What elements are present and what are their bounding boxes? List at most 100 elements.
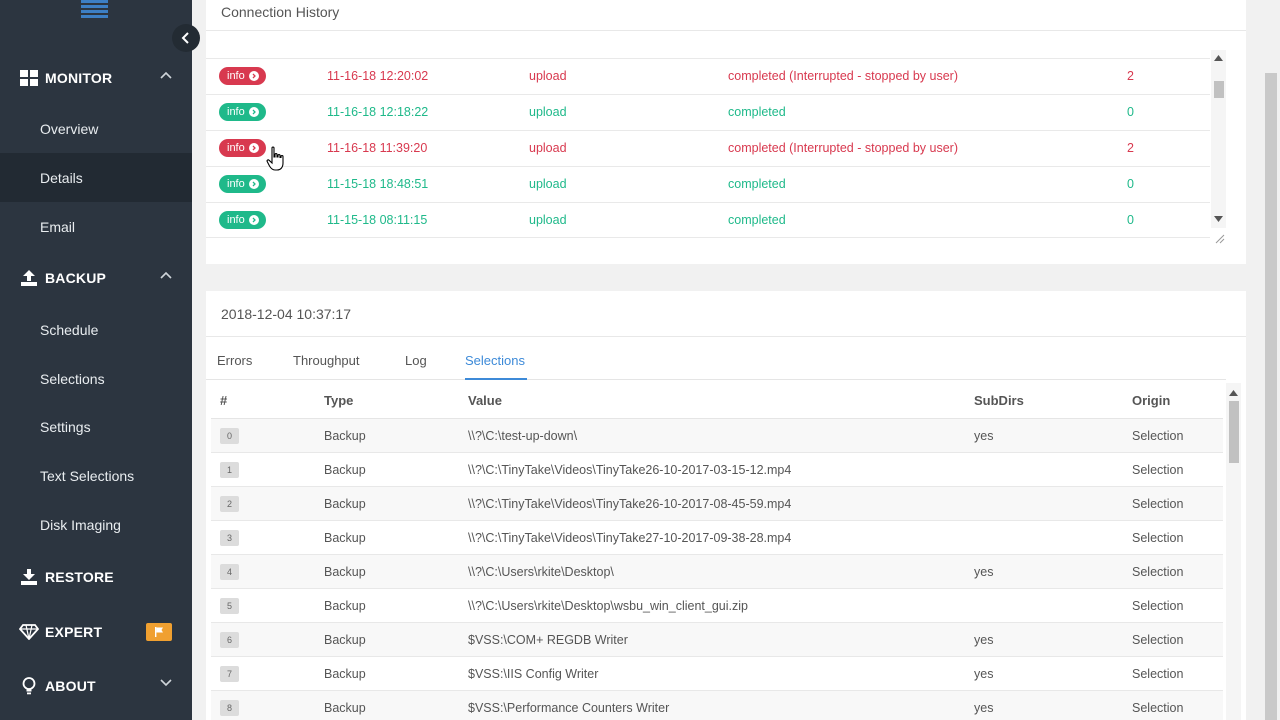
row-origin: Selection	[1132, 429, 1184, 443]
row-value: \\?\C:\test-up-down\	[468, 429, 578, 443]
column-header-num[interactable]: #	[220, 393, 228, 408]
info-button[interactable]: info	[219, 67, 266, 85]
nav-section-backup[interactable]: BACKUP	[0, 254, 192, 302]
row-time: 11-15-18 18:48:51	[327, 177, 429, 191]
nav-section-about[interactable]: ABOUT	[0, 662, 192, 710]
sidebar-item-label: Text Selections	[40, 467, 135, 484]
column-header-origin[interactable]: Origin	[1132, 393, 1171, 408]
row-time: 11-16-18 12:18:22	[327, 105, 429, 119]
row-result: completed	[728, 105, 786, 119]
table-row[interactable]: 3 Backup \\?\C:\TinyTake\Videos\TinyTake…	[211, 521, 1223, 555]
expert-badge	[146, 623, 172, 641]
row-origin: Selection	[1132, 497, 1184, 511]
table-row[interactable]: 0 Backup \\?\C:\test-up-down\ yes Select…	[211, 419, 1223, 453]
table-row[interactable]: info 11-16-18 11:39:20 upload completed …	[206, 130, 1210, 166]
nav-section-restore[interactable]: RESTORE	[0, 553, 192, 601]
sidebar-item-label: Disk Imaging	[40, 516, 121, 533]
scroll-up-icon[interactable]	[1214, 55, 1223, 61]
details-tabs: Errors Throughput Log Selections	[206, 343, 1226, 380]
tab-throughput[interactable]: Throughput	[293, 353, 360, 368]
row-origin: Selection	[1132, 565, 1184, 579]
details-timestamp: 2018-12-04 10:37:17	[221, 306, 351, 322]
table-row[interactable]: 1 Backup \\?\C:\TinyTake\Videos\TinyTake…	[211, 453, 1223, 487]
row-time: 11-15-18 08:11:15	[327, 213, 428, 227]
sidebar-item-details[interactable]: Details	[0, 153, 192, 202]
row-subdirs: yes	[974, 429, 994, 443]
row-time: 11-16-18 11:39:20	[327, 141, 428, 155]
tab-log[interactable]: Log	[405, 353, 427, 368]
chevron-left-icon	[181, 32, 189, 44]
info-button[interactable]: info	[219, 103, 266, 121]
row-origin: Selection	[1132, 599, 1184, 613]
column-header-subdirs[interactable]: SubDirs	[974, 393, 1024, 408]
info-button[interactable]: info	[219, 175, 266, 193]
info-button[interactable]: info	[219, 139, 266, 157]
sidebar: MONITOR Overview Details Email BACKUP Sc…	[0, 0, 200, 720]
page-scrollbar[interactable]	[1263, 0, 1280, 720]
resize-handle-icon[interactable]	[1213, 232, 1225, 244]
sidebar-item-overview[interactable]: Overview	[0, 104, 192, 153]
tab-selections[interactable]: Selections	[465, 353, 525, 368]
table-row[interactable]: 7 Backup $VSS:\IIS Config Writer yes Sel…	[211, 657, 1223, 691]
row-type: upload	[529, 141, 567, 155]
divider	[206, 30, 1246, 31]
table-row[interactable]: info 11-15-18 18:48:51 upload completed …	[206, 166, 1210, 202]
table-row[interactable]: 2 Backup \\?\C:\TinyTake\Videos\TinyTake…	[211, 487, 1223, 521]
tab-errors[interactable]: Errors	[217, 353, 253, 368]
sidebar-item-label: Settings	[40, 418, 91, 435]
row-index: 2	[220, 496, 239, 512]
sidebar-item-disk-imaging[interactable]: Disk Imaging	[0, 500, 192, 549]
row-type: Backup	[324, 667, 366, 681]
nav-section-expert[interactable]: EXPERT	[0, 608, 192, 656]
row-count: 0	[1127, 105, 1134, 119]
selections-scrollbar[interactable]	[1226, 383, 1241, 720]
grid-icon	[19, 68, 39, 88]
page-scroll-thumb[interactable]	[1265, 73, 1277, 720]
row-origin: Selection	[1132, 667, 1184, 681]
row-subdirs: yes	[974, 565, 994, 579]
scroll-up-icon[interactable]	[1229, 390, 1238, 396]
scroll-thumb[interactable]	[1214, 81, 1224, 98]
chevron-right-icon	[248, 107, 259, 117]
lightbulb-icon	[19, 676, 39, 696]
row-value: $VSS:\COM+ REGDB Writer	[468, 633, 628, 647]
nav-section-label: MONITOR	[45, 70, 113, 86]
table-row[interactable]: 8 Backup $VSS:\Performance Counters Writ…	[211, 691, 1223, 720]
table-row[interactable]: info 11-16-18 12:20:02 upload completed …	[206, 58, 1210, 94]
table-row[interactable]: info 11-16-18 12:18:22 upload completed …	[206, 94, 1210, 130]
table-row[interactable]: 6 Backup $VSS:\COM+ REGDB Writer yes Sel…	[211, 623, 1223, 657]
hand-cursor-icon	[266, 146, 284, 171]
diamond-icon	[19, 622, 39, 642]
sidebar-item-email[interactable]: Email	[0, 202, 192, 251]
sidebar-item-settings[interactable]: Settings	[0, 402, 192, 451]
column-header-type[interactable]: Type	[324, 393, 354, 408]
row-value: \\?\C:\TinyTake\Videos\TinyTake26-10-201…	[468, 497, 792, 511]
scroll-thumb[interactable]	[1229, 401, 1239, 463]
table-row[interactable]: 5 Backup \\?\C:\Users\rkite\Desktop\wsbu…	[211, 589, 1223, 623]
collapse-sidebar-button[interactable]	[172, 24, 200, 52]
scroll-down-icon[interactable]	[1214, 216, 1223, 222]
sidebar-item-text-selections[interactable]: Text Selections	[0, 451, 192, 500]
sidebar-item-schedule[interactable]: Schedule	[0, 305, 192, 354]
row-index: 8	[220, 700, 239, 716]
row-type: Backup	[324, 497, 366, 511]
chevron-down-icon	[160, 679, 172, 687]
row-type: Backup	[324, 599, 366, 613]
row-subdirs: yes	[974, 701, 994, 715]
table-row[interactable]: 4 Backup \\?\C:\Users\rkite\Desktop\ yes…	[211, 555, 1223, 589]
row-type: Backup	[324, 565, 366, 579]
info-button[interactable]: info	[219, 211, 266, 229]
table-row[interactable]: info 11-15-18 08:11:15 upload completed …	[206, 202, 1210, 238]
flag-icon	[155, 627, 163, 637]
row-origin: Selection	[1132, 463, 1184, 477]
chevron-right-icon	[248, 179, 259, 189]
sidebar-item-label: Selections	[40, 370, 105, 387]
nav-section-monitor[interactable]: MONITOR	[0, 54, 192, 102]
column-header-value[interactable]: Value	[468, 393, 502, 408]
badge-label: info	[227, 214, 245, 226]
active-tab-indicator	[465, 378, 527, 380]
chevron-right-icon	[248, 215, 259, 225]
sidebar-item-selections[interactable]: Selections	[0, 354, 192, 403]
connection-scrollbar[interactable]	[1211, 50, 1226, 228]
row-result: completed	[728, 213, 786, 227]
